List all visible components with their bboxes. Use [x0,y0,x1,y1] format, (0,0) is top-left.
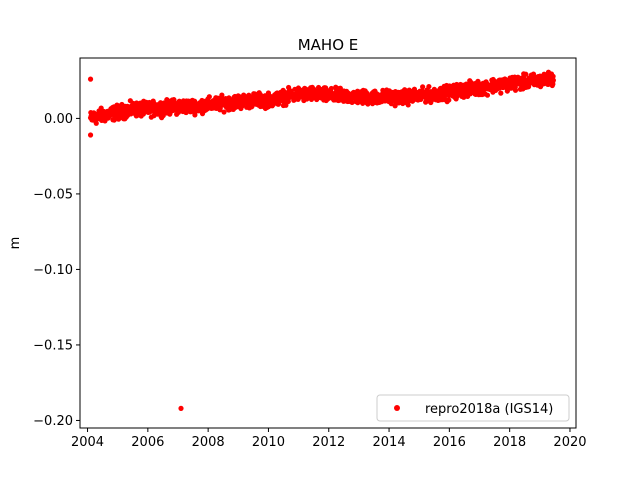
x-tick-label: 2020 [553,435,586,450]
legend-marker [394,405,400,411]
data-point [484,92,491,98]
plot-area-frame [79,57,577,429]
y-tick-label: 0.00 [44,112,73,127]
chart-title: MAHO E [298,36,359,54]
x-tick-label: 2010 [252,435,285,450]
x-tick-label: 2018 [493,435,526,450]
data-point [468,80,474,86]
y-tick-label: −0.20 [33,414,73,429]
y-axis-label: m [8,237,23,250]
data-point [498,90,504,96]
data-points [87,69,556,411]
data-point [475,78,481,84]
data-point [550,81,556,87]
x-tick-label: 2012 [312,435,345,450]
data-point [328,85,334,92]
x-tick-label: 2014 [373,435,406,450]
x-axis: 2004 2006 2008 2010 2012 2014 2016 2018 2020 [71,428,587,450]
data-point [550,77,556,83]
y-tick-label: −0.05 [33,187,73,202]
data-point [206,94,212,100]
data-point [523,71,529,77]
x-tick-label: 2004 [71,435,104,450]
outlier-point [87,76,94,82]
data-point [160,112,166,119]
data-point [446,97,452,103]
outlier-point [87,132,94,138]
legend-box [376,394,570,422]
y-tick-label: −0.15 [33,338,73,353]
data-point [512,87,519,93]
legend-label: repro2018a (IGS14) [425,402,553,417]
y-axis: 0.00 −0.05 −0.10 −0.15 −0.20 [33,112,80,429]
data-point [550,73,556,79]
data-point [405,102,411,108]
x-tick-label: 2006 [131,435,164,450]
x-tick-label: 2008 [192,435,225,450]
data-point [426,83,432,90]
legend: repro2018a (IGS14) [376,394,570,422]
y-tick-label: −0.10 [33,263,73,278]
data-point [221,109,227,115]
data-point [285,98,291,105]
outlier-point [178,405,184,411]
data-point [93,120,99,126]
x-tick-label: 2016 [433,435,466,450]
data-point [420,84,426,90]
